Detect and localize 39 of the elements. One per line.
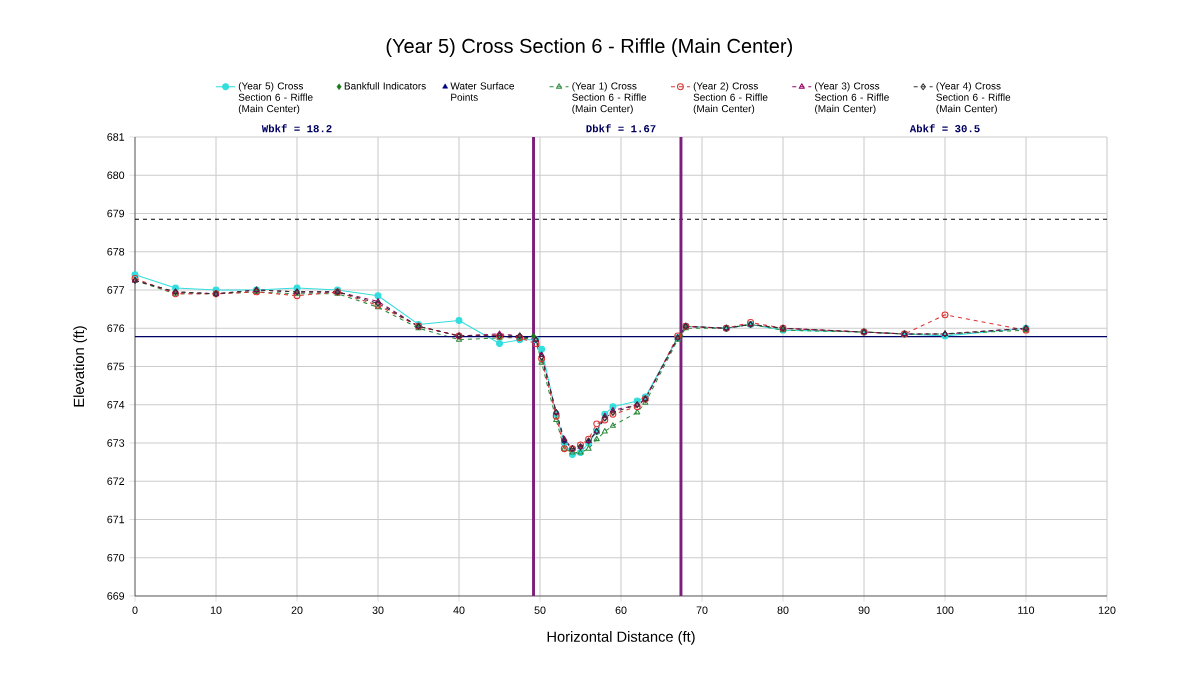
x-tick-label: 70 [696, 606, 708, 614]
x-tick-label: 60 [615, 606, 627, 614]
x-tick-label: 30 [372, 606, 384, 614]
x-tick-label: 90 [858, 606, 870, 614]
x-axis-title: Horizontal Distance (ft) [547, 631, 695, 645]
x-tick-label: 0 [132, 606, 138, 614]
x-tick-label: 50 [534, 606, 546, 614]
legend-label: (Year 4) Cross Section 6 - Riffle (Main Center) [936, 82, 1011, 115]
x-tick-label: 110 [1018, 606, 1035, 614]
y-tick-label: 677 [107, 286, 125, 294]
y-tick-label: 674 [107, 400, 125, 409]
legend-label: Water Surface Points [450, 82, 515, 101]
x-tick-label: 40 [453, 606, 465, 614]
y-tick-label: 676 [107, 324, 125, 333]
x-tick-label: 100 [936, 606, 954, 614]
x-tick-label: 120 [1098, 606, 1116, 614]
y-tick-label: 679 [107, 209, 125, 218]
y-tick-label: 671 [107, 515, 125, 524]
text: Wbkf = 18.2 [261, 124, 332, 133]
legend-label: (Year 3) Cross Section 6 - Riffle (Main Center) [814, 82, 889, 115]
y-tick-label: 680 [107, 171, 125, 180]
y-tick-label: 681 [107, 133, 125, 141]
x-tick-label: 80 [777, 606, 789, 614]
y-axis-title: Elevation (ft) [73, 326, 87, 407]
y-tick-label: 675 [107, 362, 125, 371]
legend-label: Bankfull Indicators [344, 82, 426, 90]
y-tick-label: 678 [107, 247, 125, 256]
legend-label: (Year 1) Cross Section 6 - Riffle (Main Center) [572, 82, 647, 115]
y-tick-label: 673 [107, 439, 125, 447]
legend-label: (Year 2) Cross Section 6 - Riffle (Main Center) [693, 82, 768, 115]
text: Dbkf = 1.67 [586, 124, 656, 133]
text: Abkf = 30.5 [909, 124, 980, 133]
y-tick-label: 669 [107, 592, 125, 600]
x-tick-label: 10 [210, 606, 222, 614]
x-tick-label: 20 [291, 606, 303, 614]
chart-title: (Year 5) Cross Section 6 - Riffle (Main Center) [386, 38, 792, 57]
legend-label: (Year 5) Cross Section 6 - Riffle (Main Center) [238, 82, 313, 115]
y-tick-label: 672 [107, 477, 125, 486]
y-tick-label: 670 [107, 553, 125, 562]
